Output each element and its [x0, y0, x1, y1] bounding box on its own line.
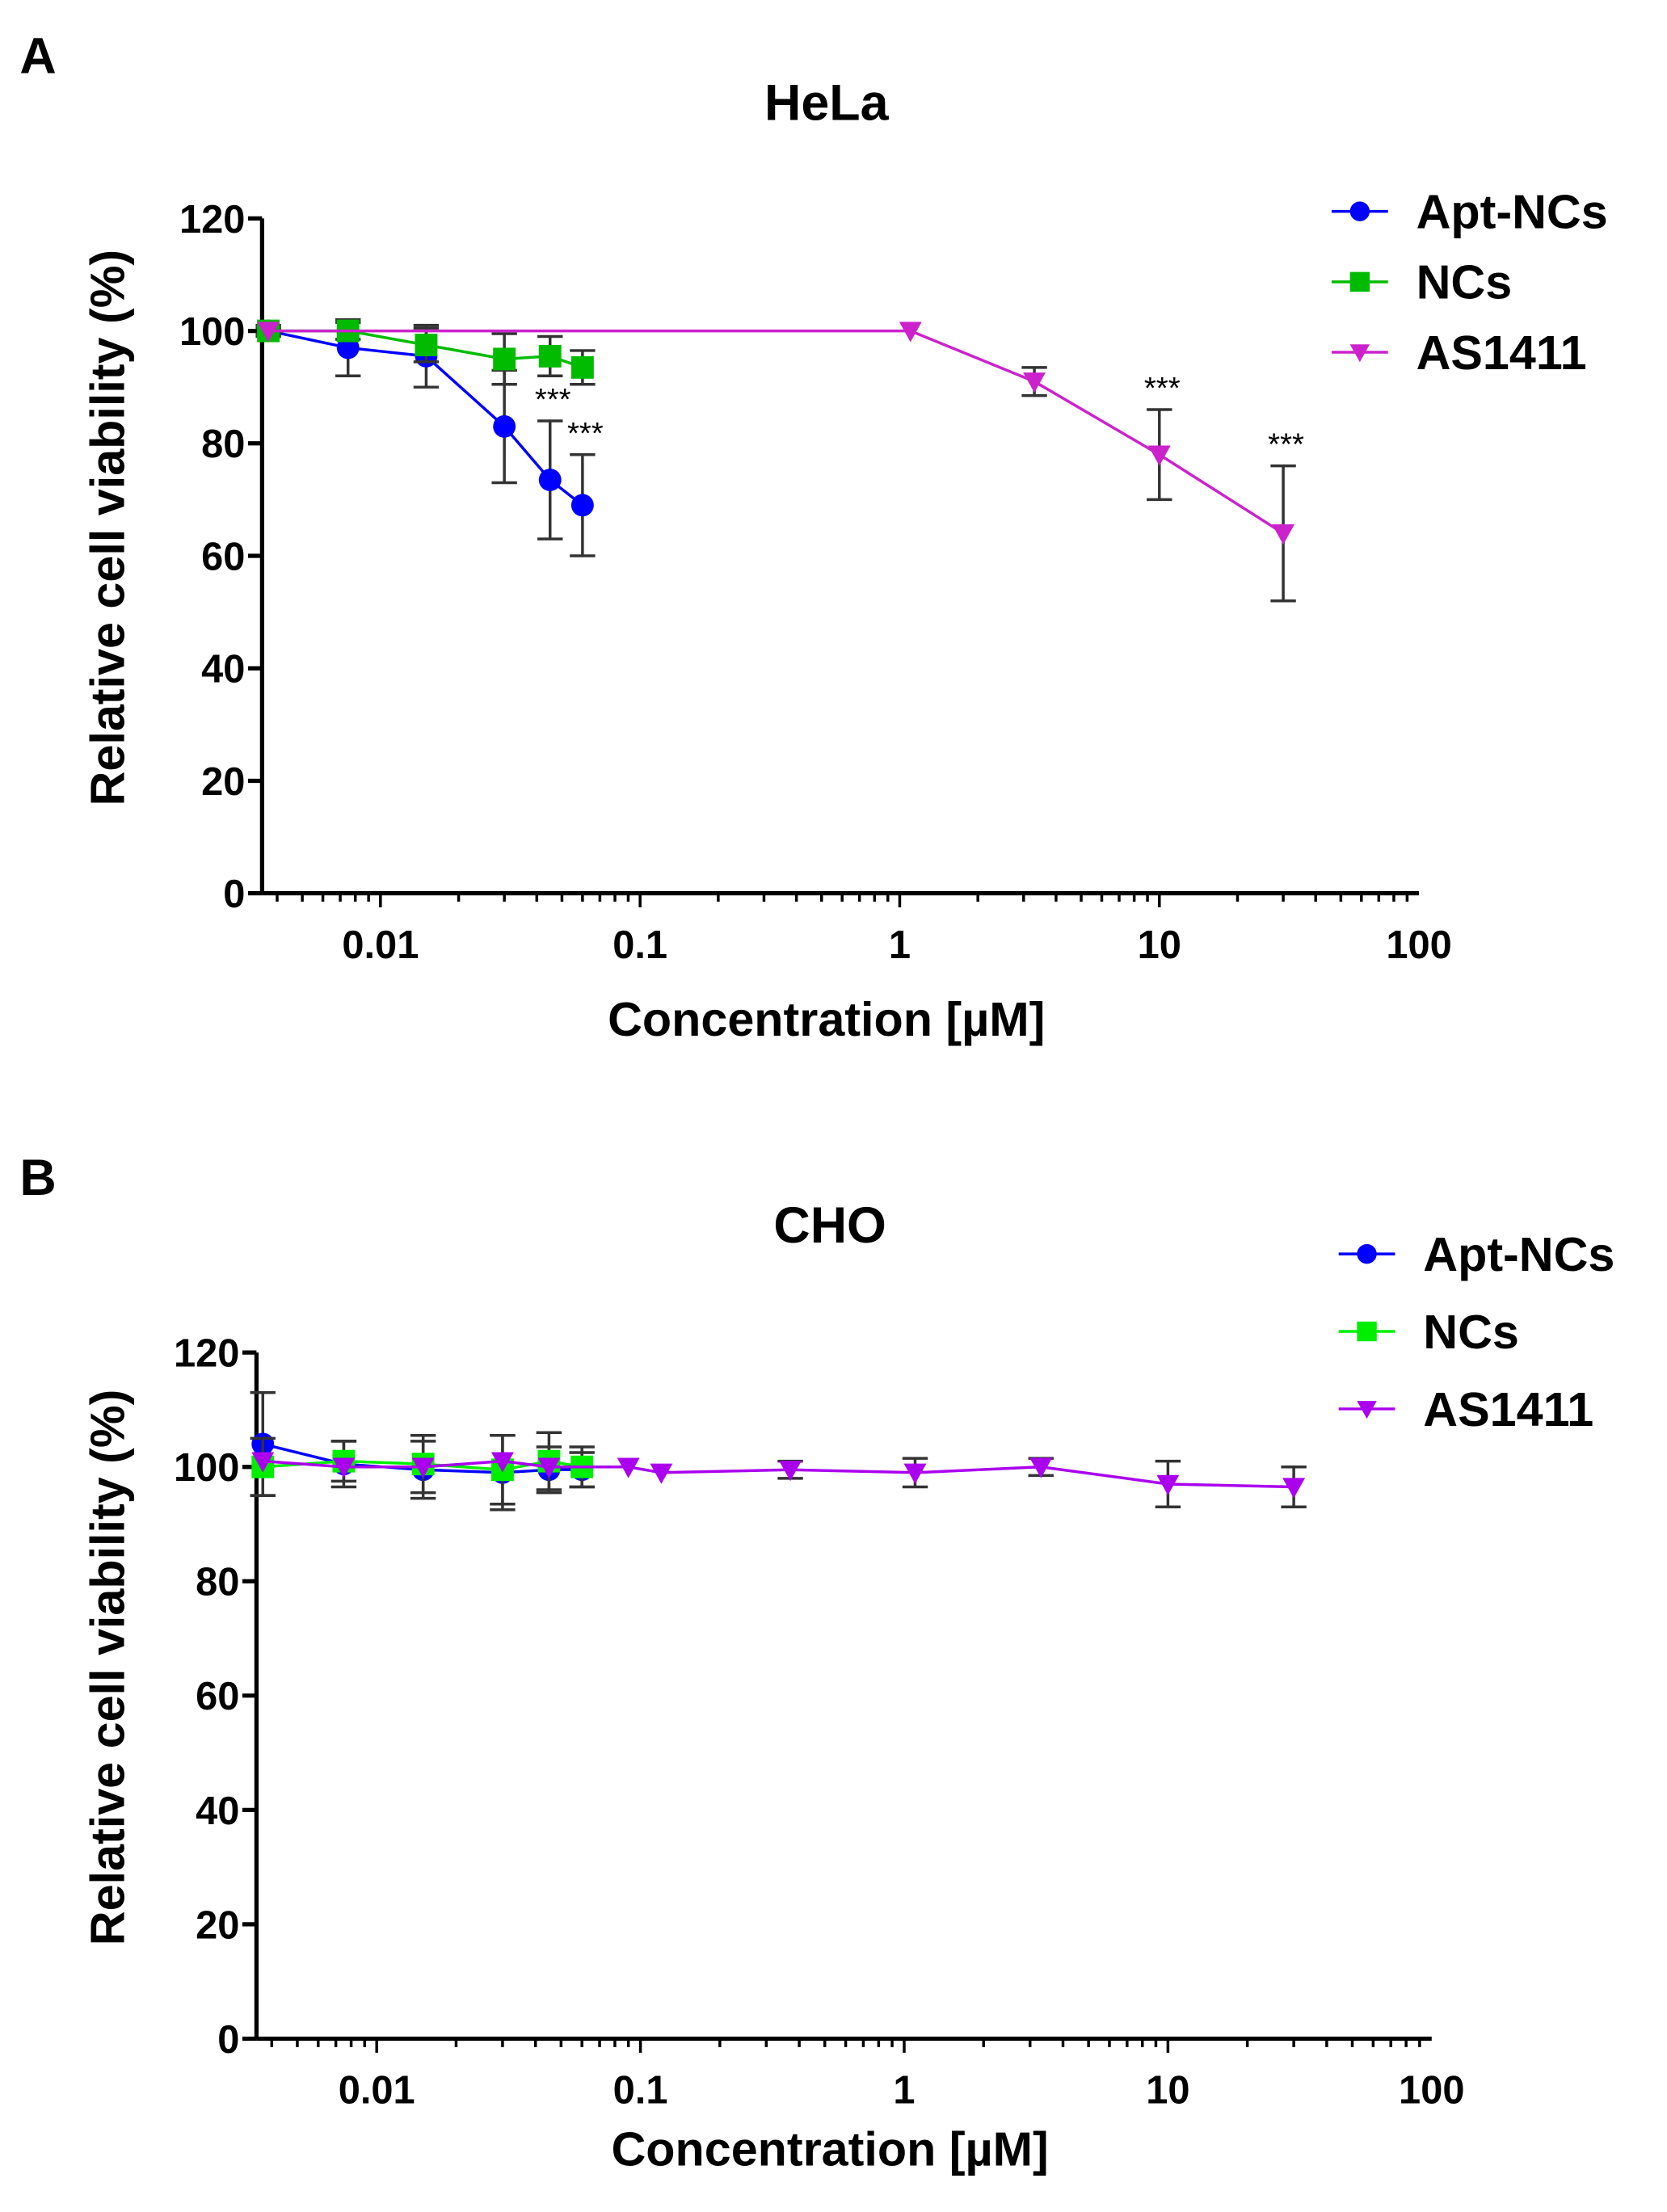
data-point-apt-ncs: [538, 469, 562, 491]
data-point-as1411: [1147, 445, 1171, 466]
data-point-apt-ncs: [570, 494, 594, 517]
x-axis-label: Concentration [µM]: [608, 992, 1045, 1046]
y-axis-label: Relative cell viability (%): [80, 250, 134, 806]
data-point-apt-ncs: [1357, 1243, 1377, 1264]
x-tick-label: 0.1: [613, 2069, 668, 2113]
series-ncs: [255, 319, 596, 386]
y-tick-label: 80: [196, 1561, 239, 1604]
data-point-as1411: [490, 1452, 514, 1473]
y-tick-label: 40: [196, 1789, 239, 1833]
x-tick-label: 10: [1146, 2069, 1189, 2113]
x-tick-label: 0.1: [612, 923, 667, 967]
data-point-as1411: [411, 1457, 435, 1478]
chart-panel-a: HeLa 0 20 40 60 80 100 120 0.01 0.1 1 10 100 Concentr…: [80, 74, 1607, 1046]
significance-annotation: ***: [1268, 427, 1304, 462]
significance-annotation: ***: [567, 416, 604, 451]
data-point-as1411: [899, 322, 922, 343]
data-point-as1411: [1357, 1401, 1377, 1419]
legend-label: NCs: [1423, 1305, 1519, 1359]
data-point-apt-ncs: [493, 414, 516, 438]
chart-title: HeLa: [764, 74, 890, 131]
legend-item-ncs: NCs: [1331, 255, 1513, 309]
legend-item-apt-ncs: Apt-NCs: [1331, 185, 1608, 239]
legend-item-as1411: AS1411: [1331, 326, 1587, 380]
legend-label: Apt-NCs: [1423, 1227, 1614, 1281]
y-tick-label: 120: [179, 198, 245, 242]
y-tick-label: 20: [201, 760, 245, 804]
chart-title: CHO: [773, 1197, 886, 1254]
x-tick-label: 0.01: [339, 2069, 415, 2113]
y-tick-label: 0: [223, 873, 245, 916]
y-tick-label: 20: [196, 1903, 239, 1947]
y-tick-label: 100: [179, 310, 245, 354]
series-as1411: [251, 1452, 1307, 1509]
significance-annotation: ***: [1144, 371, 1181, 406]
data-point-ncs: [538, 344, 562, 368]
data-point-ncs: [415, 334, 438, 356]
data-point-as1411: [257, 322, 280, 343]
x-tick-label: 100: [1386, 923, 1451, 967]
data-point-apt-ncs: [1349, 201, 1370, 221]
y-tick-label: 0: [217, 2018, 239, 2062]
data-point-as1411: [251, 1452, 275, 1473]
x-tick-label: 0.01: [342, 923, 419, 967]
data-point-ncs: [1357, 1321, 1377, 1342]
x-tick-label: 10: [1138, 923, 1181, 967]
legend-item-apt-ncs: Apt-NCs: [1338, 1227, 1614, 1281]
y-tick-label: 60: [196, 1675, 239, 1718]
legend-item-as1411: AS1411: [1338, 1382, 1593, 1436]
data-point-ncs: [1349, 271, 1370, 292]
data-point-as1411: [1156, 1474, 1180, 1495]
y-tick-label: 100: [174, 1446, 239, 1490]
y-tick-label: 60: [201, 535, 245, 578]
x-tick-label: 1: [893, 2069, 915, 2113]
legend-label: AS1411: [1423, 1382, 1593, 1436]
data-point-as1411: [1029, 1457, 1053, 1478]
data-point-as1411: [779, 1461, 802, 1482]
data-point-ncs: [570, 355, 594, 379]
legend-label: Apt-NCs: [1417, 185, 1608, 239]
x-axis-label: Concentration [µM]: [611, 2122, 1048, 2176]
legend-label: AS1411: [1417, 326, 1587, 380]
y-tick-label: 80: [201, 423, 245, 466]
series-line-as1411: [263, 1459, 1294, 1489]
data-point-as1411: [1349, 344, 1370, 363]
legend-label: NCs: [1417, 255, 1513, 309]
data-point-as1411: [617, 1457, 640, 1478]
chart-panel-b: CHO 0 20 40 60 80 100 120 0.01 0.1 1 10 100 Concentra…: [80, 1197, 1614, 2176]
data-point-as1411: [903, 1463, 927, 1484]
data-point-as1411: [650, 1463, 673, 1484]
legend-item-ncs: NCs: [1338, 1305, 1519, 1359]
x-tick-label: 1: [889, 923, 911, 967]
data-point-as1411: [1282, 1478, 1306, 1499]
x-tick-label: 100: [1399, 2069, 1464, 2113]
significance-annotation: ***: [535, 382, 571, 417]
panel-label-a: A: [19, 28, 56, 85]
y-tick-label: 40: [201, 648, 245, 692]
panel-label-b: B: [19, 1150, 56, 1206]
data-point-as1411: [1023, 372, 1046, 393]
y-tick-label: 120: [174, 1332, 239, 1376]
y-axis-label: Relative cell viability (%): [80, 1390, 134, 1946]
data-point-as1411: [537, 1457, 561, 1478]
data-point-as1411: [1272, 524, 1295, 545]
data-point-as1411: [332, 1457, 356, 1478]
series-as1411: ******: [257, 322, 1304, 603]
data-point-ncs: [493, 347, 516, 371]
